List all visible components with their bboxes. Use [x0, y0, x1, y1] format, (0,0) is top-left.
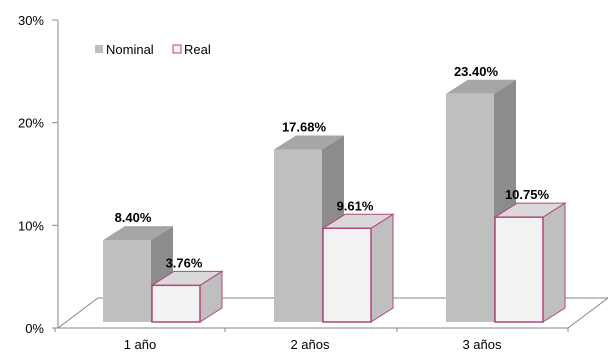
- y-tick-label: 20%: [18, 116, 44, 131]
- y-tick-label: 30%: [18, 13, 44, 28]
- y-tick-label: 0%: [25, 321, 44, 336]
- bar-top: [103, 226, 173, 241]
- bar-front: [446, 93, 494, 322]
- bar-front: [494, 216, 544, 323]
- bar-side: [542, 202, 566, 323]
- y-tick-label: 10%: [18, 218, 44, 233]
- category-label: 1 año: [124, 337, 157, 352]
- data-label: 9.61%: [337, 198, 374, 213]
- bar-real-2: [321, 213, 395, 323]
- category-labels: 1 año 2 años 3 años: [54, 328, 569, 352]
- legend-label-real: Real: [184, 42, 211, 57]
- y-axis-ticks: 0% 10% 20% 30%: [18, 13, 58, 336]
- data-label: 8.40%: [115, 210, 152, 225]
- bar-front: [103, 240, 151, 322]
- bar-side: [370, 213, 394, 323]
- legend-swatch-real: [172, 44, 182, 54]
- data-label: 3.76%: [166, 255, 203, 270]
- legend-swatch-nominal: [95, 45, 103, 53]
- legend: Nominal Real: [95, 42, 211, 57]
- bar-front: [274, 149, 322, 322]
- bar-real-3: [493, 202, 567, 323]
- bar-top: [446, 79, 516, 94]
- data-label: 17.68%: [282, 120, 327, 135]
- bar-real-1: [150, 270, 224, 323]
- category-label: 2 años: [290, 337, 330, 352]
- data-label: 10.75%: [505, 187, 550, 202]
- bar-top: [274, 135, 344, 150]
- bar-front: [151, 284, 201, 323]
- data-label: 23.40%: [454, 64, 499, 79]
- legend-label-nominal: Nominal: [106, 42, 154, 57]
- bar-front: [322, 227, 372, 323]
- bar-series: 8.40% 3.76% 17.68% 9.61% 23.40% 10.75%: [103, 64, 567, 323]
- category-label: 3 años: [462, 337, 502, 352]
